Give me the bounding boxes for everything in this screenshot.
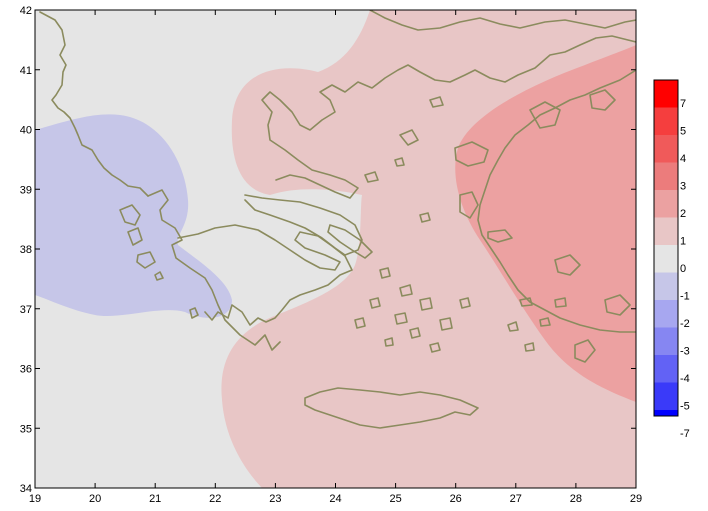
colorbar-legend: 7 5 4 3 2 1 0 -1 -2 -3 -4 -5 -7 [653, 79, 690, 440]
y-tick-label: 36 [20, 364, 32, 376]
epirus-coast [147, 189, 281, 351]
chios-island [459, 191, 479, 219]
colorbar-label: -1 [680, 291, 690, 303]
y-tick-label: 38 [20, 244, 32, 256]
high-zone-fill [455, 45, 636, 402]
colorbar-label: 1 [680, 236, 686, 248]
colorbar-label: 5 [680, 126, 686, 138]
colorbar-swatch [654, 190, 678, 218]
colorbar-swatch [654, 107, 678, 135]
colorbar-label: 0 [680, 263, 686, 275]
colorbar-swatch [654, 162, 678, 190]
thessaly-macedonia-coast [261, 35, 636, 199]
colorbar-label: 2 [680, 208, 686, 220]
crete-coast [304, 387, 479, 429]
x-tick-label: 21 [149, 493, 161, 505]
northern-aegean-islands [364, 96, 444, 223]
lesbos-island [454, 141, 489, 167]
colorbar-label: -4 [680, 373, 690, 385]
x-tick-label: 22 [209, 493, 221, 505]
turkey-coast-detail [529, 89, 631, 316]
colorbar-frame [653, 79, 679, 417]
thrace-coast [369, 10, 636, 31]
colorbar-swatch [654, 300, 678, 328]
negative-zone-fill [35, 114, 232, 318]
cyclades-islands [354, 267, 471, 353]
x-axis: 19 20 21 22 23 24 25 26 27 28 29 [29, 10, 642, 505]
peloponnese-coast [177, 224, 353, 326]
y-tick-label: 35 [20, 423, 32, 435]
y-tick-label: 34 [20, 483, 32, 495]
colorbar-label: -5 [680, 401, 690, 413]
colorbar-swatch [654, 382, 678, 410]
colorbar-label: -3 [680, 346, 690, 358]
colorbar-swatch [654, 80, 678, 108]
turkey-aegean-coast [477, 69, 636, 333]
colorbar-label: 3 [680, 181, 686, 193]
coastline-outlines [39, 10, 636, 429]
albania-coast [39, 11, 149, 197]
central-greece-coast [244, 194, 363, 256]
colorbar-swatch [654, 355, 678, 383]
dodecanese-islands [507, 297, 567, 352]
y-axis: 42 41 40 39 38 37 36 35 34 [20, 5, 636, 495]
colorbar-label: 7 [680, 98, 686, 110]
y-tick-label: 37 [20, 304, 32, 316]
samos-island [487, 229, 513, 243]
colorbar-label: 4 [680, 153, 686, 165]
colorbar-swatch [654, 410, 678, 416]
colorbar-swatch [654, 217, 678, 245]
euboea-coast [327, 224, 373, 259]
y-tick-label: 42 [20, 5, 32, 17]
colorbar-swatch [654, 272, 678, 300]
y-tick-label: 39 [20, 184, 32, 196]
y-tick-label: 41 [20, 65, 32, 77]
x-tick-label: 26 [450, 493, 462, 505]
x-tick-label: 24 [329, 493, 341, 505]
colorbar-label: -7 [680, 428, 690, 440]
x-tick-label: 25 [389, 493, 401, 505]
colorbar-swatch [654, 327, 678, 355]
x-tick-label: 27 [510, 493, 522, 505]
x-tick-label: 23 [269, 493, 281, 505]
colorbar-swatch [654, 245, 678, 273]
y-tick-label: 40 [20, 125, 32, 137]
x-tick-label: 19 [29, 493, 41, 505]
x-tick-label: 20 [89, 493, 101, 505]
colorbar-swatch [654, 135, 678, 163]
x-tick-label: 28 [570, 493, 582, 505]
colorbar-label: -2 [680, 318, 690, 330]
map-plot-area [35, 10, 636, 488]
x-tick-label: 29 [630, 493, 642, 505]
ionian-islands [119, 204, 199, 319]
rhodes-island [574, 339, 596, 363]
